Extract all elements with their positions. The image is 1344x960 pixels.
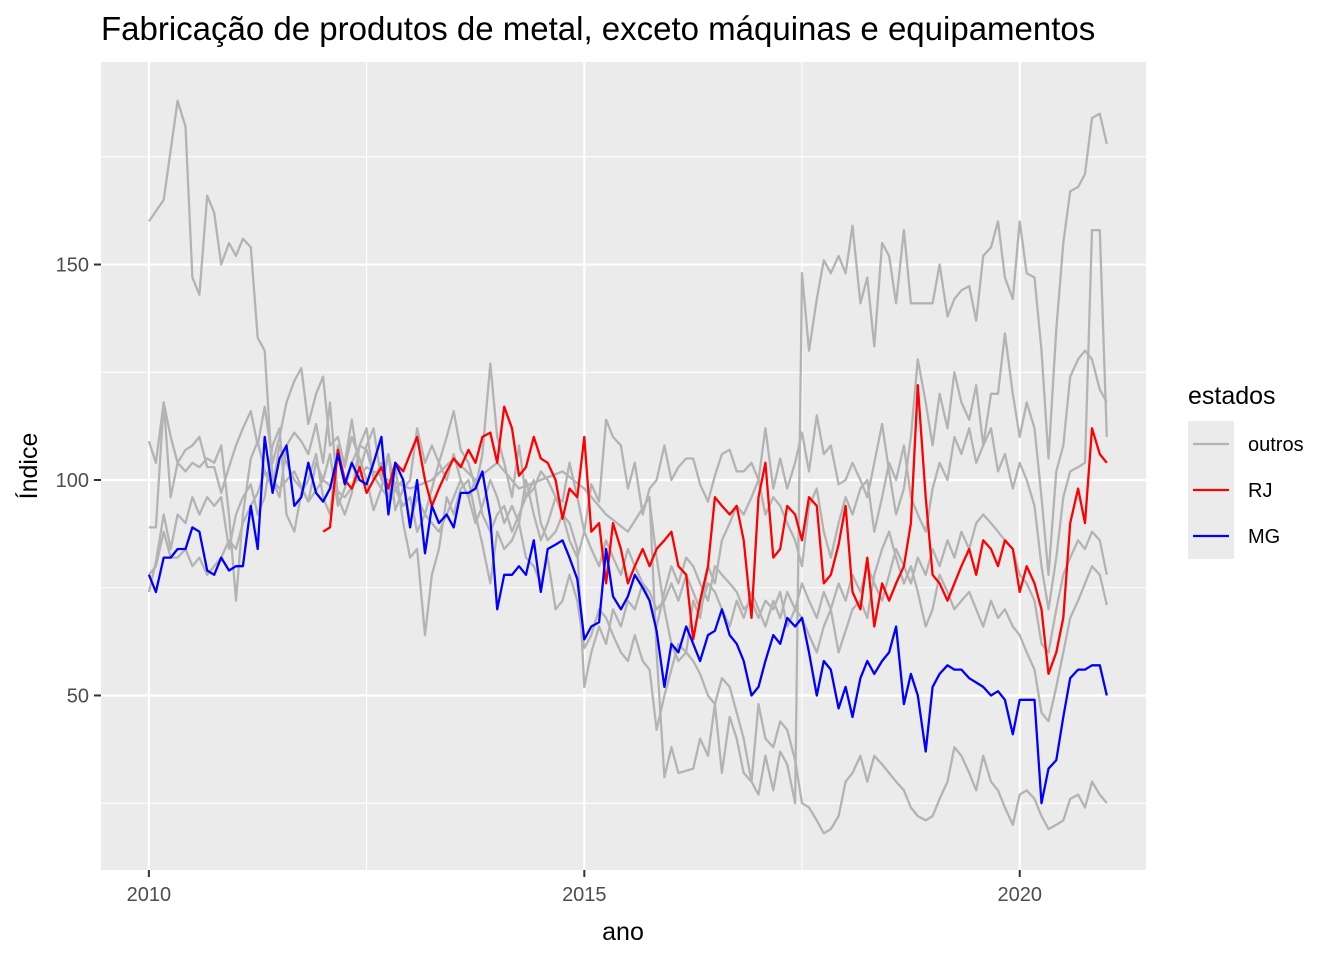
- x-axis-title: ano: [602, 918, 644, 946]
- x-tick-label: 2010: [127, 884, 172, 906]
- legend: estados outros RJ MG: [1188, 382, 1304, 559]
- y-tick-label: 50: [67, 685, 89, 707]
- series-lines: [147, 99, 1108, 835]
- series-line-mg: [147, 435, 1108, 805]
- series-line-outros: [648, 228, 1108, 663]
- legend-label-rj: RJ: [1248, 480, 1272, 502]
- y-axis-title: Índice: [14, 433, 43, 500]
- series-line-outros: [148, 401, 1108, 835]
- series-line-rj: [322, 384, 1108, 676]
- series-line-outros: [147, 418, 1108, 723]
- x-axis: 2010 2015 2020: [127, 870, 1042, 906]
- x-tick-label: 2015: [562, 884, 607, 906]
- legend-title: estados: [1188, 382, 1276, 410]
- legend-label-mg: MG: [1248, 526, 1280, 548]
- chart-title: Fabricação de produtos de metal, exceto …: [101, 10, 1095, 47]
- series-line-outros: [147, 332, 1108, 576]
- series-line-outros: [148, 427, 1108, 654]
- y-tick-label: 150: [56, 255, 89, 277]
- series-line-outros: [147, 99, 1108, 805]
- x-tick-label: 2020: [997, 884, 1042, 906]
- y-axis: 50 100 150: [56, 255, 101, 707]
- y-tick-label: 100: [56, 470, 89, 492]
- minor-gridlines: [101, 62, 1146, 870]
- legend-label-outros: outros: [1248, 434, 1304, 456]
